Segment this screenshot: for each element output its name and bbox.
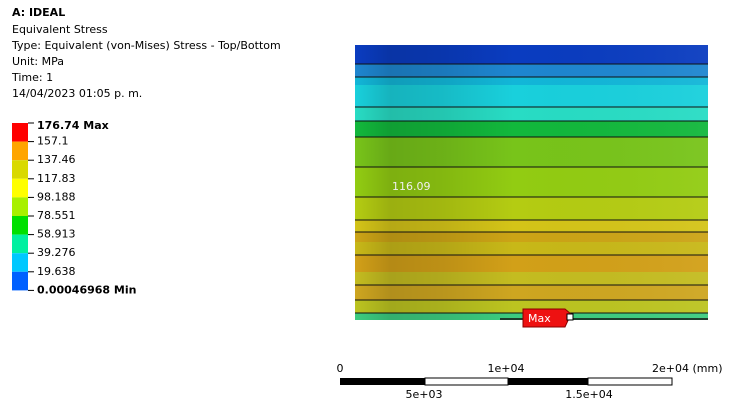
legend-label: 19.638: [37, 265, 76, 278]
scale-bar: 0 1e+04 2e+04 (mm) 5e+03 1.5e+04: [337, 362, 723, 401]
legend-swatch: [12, 123, 28, 142]
legend-swatch: [12, 160, 28, 179]
legend-label: 176.74 Max: [37, 119, 109, 132]
legend-swatch: [12, 141, 28, 161]
legend-label: 117.83: [37, 172, 76, 185]
header-line: Unit: MPa: [12, 55, 64, 68]
legend-swatch: [12, 234, 28, 254]
legend-swatch: [12, 216, 28, 235]
scale-label: 0: [337, 362, 344, 375]
header: A: IDEAL Equivalent Stress Type: Equival…: [11, 6, 281, 100]
scale-segment: [508, 378, 588, 385]
legend-label: 0.00046968 Min: [37, 283, 136, 296]
scale-label: 1e+04: [488, 362, 525, 375]
max-tag: Max: [522, 308, 574, 328]
legend-label: 78.551: [37, 209, 76, 222]
contour-plot: [355, 45, 708, 320]
scale-label: 1.5e+04: [565, 388, 612, 401]
legend-swatch: [12, 271, 28, 291]
scale-label: 5e+03: [406, 388, 443, 401]
max-marker: [566, 313, 574, 321]
scale-segment: [340, 378, 425, 385]
legend-label: 39.276: [37, 246, 76, 259]
legend-label: 58.913: [37, 228, 76, 241]
shading: [355, 45, 708, 320]
header-title: A: IDEAL: [12, 6, 65, 19]
legend-swatch: [12, 253, 28, 272]
legend-label: 137.46: [37, 153, 76, 166]
max-tag-label: Max: [528, 312, 551, 325]
legend-label: 98.188: [37, 190, 76, 203]
header-line: Type: Equivalent (von-Mises) Stress - To…: [11, 39, 281, 52]
scale-segment: [424, 377, 509, 386]
scale-segment: [587, 377, 673, 386]
legend-swatch: [12, 178, 28, 198]
scale-label: 2e+04 (mm): [652, 362, 723, 375]
legend-label: 157.1: [37, 135, 69, 148]
header-line: 14/04/2023 01:05 p. m.: [12, 87, 142, 100]
header-line: Equivalent Stress: [12, 23, 108, 36]
legend-swatch: [12, 197, 28, 216]
header-line: Time: 1: [11, 71, 53, 84]
legend: 176.74 Max 157.1 137.46 117.83 98.188 78.551 5…: [12, 119, 136, 296]
probe-label: 116.09: [392, 180, 431, 193]
